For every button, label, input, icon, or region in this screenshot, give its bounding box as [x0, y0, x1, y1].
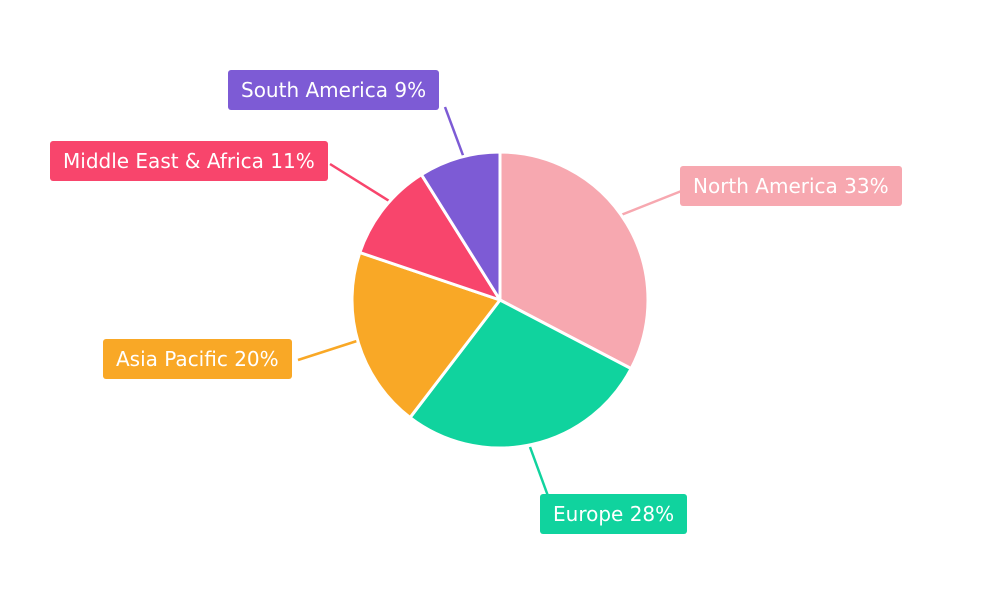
pie-label-asia-pacific: Asia Pacific 20%	[103, 339, 292, 379]
leader-line-south-america	[443, 106, 466, 159]
pie-slice-south-america	[419, 150, 502, 302]
pie-label-europe: Europe 28%	[540, 494, 688, 534]
leader-line-europe	[528, 446, 550, 497]
pie-slice-asia-pacific	[350, 251, 502, 420]
leader-line-asia-pacific	[297, 338, 361, 362]
pie-label-north-america: North America 33%	[680, 166, 902, 206]
leader-line-middle-east-africa	[329, 162, 395, 206]
pie-slice-europe	[408, 298, 633, 450]
pie-slice-middle-east-africa	[358, 173, 502, 302]
pie-label-south-america: South America 9%	[228, 70, 440, 110]
leader-line-north-america	[620, 188, 685, 217]
pie-label-middle-east-africa: Middle East & Africa 11%	[50, 141, 328, 181]
pie-slice-north-america	[498, 150, 650, 371]
